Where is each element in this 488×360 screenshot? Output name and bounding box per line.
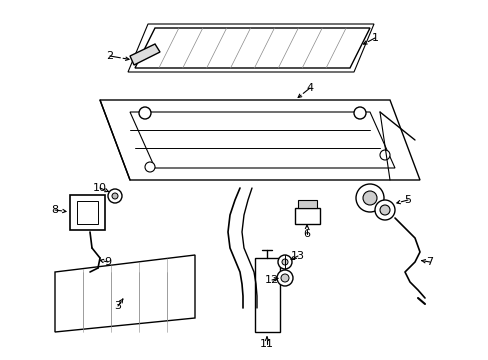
Text: 12: 12 xyxy=(264,275,279,285)
Text: 6: 6 xyxy=(303,229,310,239)
Circle shape xyxy=(112,193,118,199)
Text: 9: 9 xyxy=(104,257,111,267)
Polygon shape xyxy=(135,28,369,68)
Text: 8: 8 xyxy=(51,205,59,215)
Polygon shape xyxy=(254,258,280,332)
Circle shape xyxy=(108,189,122,203)
Polygon shape xyxy=(55,255,195,332)
Text: 4: 4 xyxy=(306,83,313,93)
Polygon shape xyxy=(294,208,319,224)
Circle shape xyxy=(276,270,292,286)
Polygon shape xyxy=(130,112,394,168)
Circle shape xyxy=(278,255,291,269)
Polygon shape xyxy=(70,195,105,230)
Circle shape xyxy=(145,162,155,172)
Circle shape xyxy=(281,274,288,282)
Circle shape xyxy=(355,184,383,212)
Circle shape xyxy=(353,107,365,119)
Text: 13: 13 xyxy=(290,251,305,261)
Circle shape xyxy=(374,200,394,220)
Text: 5: 5 xyxy=(404,195,411,205)
Circle shape xyxy=(139,107,151,119)
Text: 2: 2 xyxy=(106,51,113,61)
Circle shape xyxy=(282,259,287,265)
Polygon shape xyxy=(297,200,316,208)
Circle shape xyxy=(379,205,389,215)
Circle shape xyxy=(379,150,389,160)
Polygon shape xyxy=(100,100,419,180)
Text: 1: 1 xyxy=(371,33,378,43)
Text: 10: 10 xyxy=(93,183,107,193)
Text: 7: 7 xyxy=(426,257,433,267)
Circle shape xyxy=(362,191,376,205)
Polygon shape xyxy=(77,201,98,224)
Polygon shape xyxy=(130,44,160,65)
Text: 3: 3 xyxy=(114,301,121,311)
Text: 11: 11 xyxy=(260,339,273,349)
